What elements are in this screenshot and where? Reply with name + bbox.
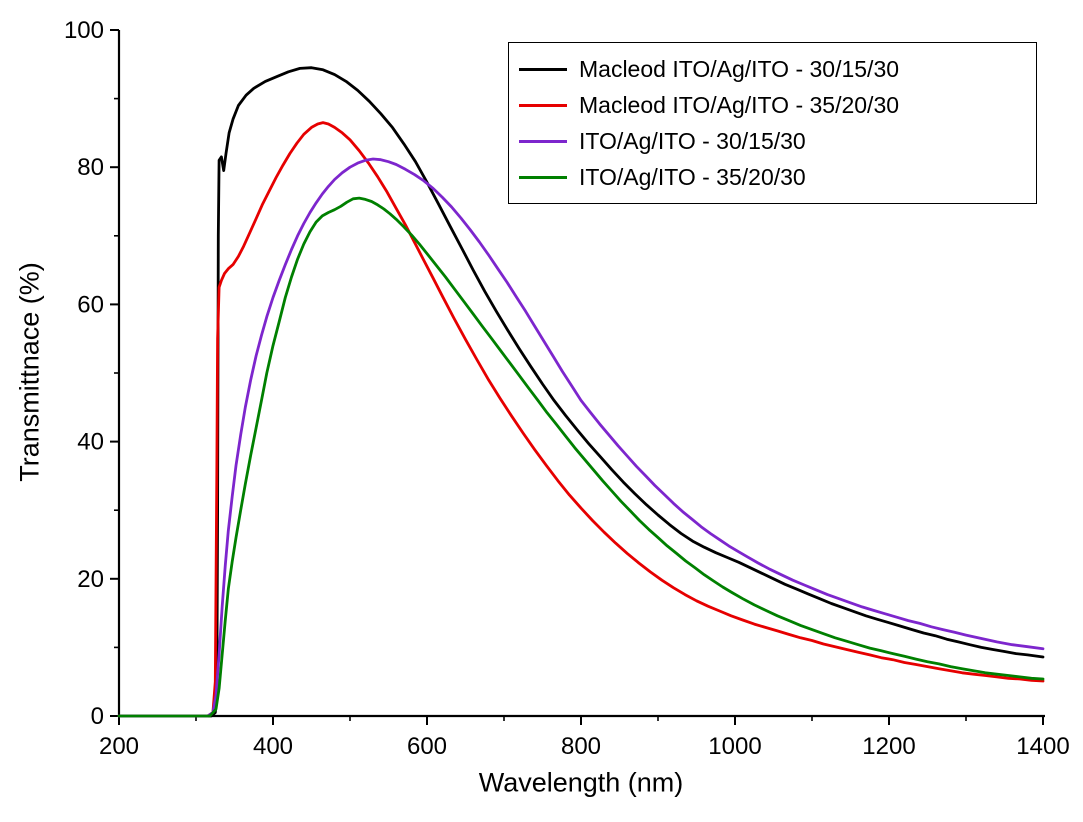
legend-item: ITO/Ag/ITO - 35/20/30 (519, 159, 1026, 195)
x-tick-label: 600 (407, 733, 447, 760)
legend-label: Macleod ITO/Ag/ITO - 30/15/30 (579, 55, 900, 82)
legend-label: ITO/Ag/ITO - 35/20/30 (579, 163, 806, 190)
x-tick-label: 1400 (1016, 733, 1069, 760)
series-line-2 (117, 157, 1045, 718)
legend-swatch-line (519, 67, 567, 71)
legend-item: ITO/Ag/ITO - 30/15/30 (519, 123, 1026, 159)
series-line-0 (117, 66, 1045, 718)
y-tick-label: 20 (77, 566, 104, 593)
x-tick-label: 1200 (862, 733, 915, 760)
legend-label: Macleod ITO/Ag/ITO - 35/20/30 (579, 91, 900, 118)
legend-swatch-line (519, 103, 567, 107)
x-tick-label: 400 (253, 733, 293, 760)
y-tick-label: 40 (77, 429, 104, 456)
y-tick-label: 100 (64, 17, 104, 44)
legend-swatch-line (519, 175, 567, 179)
y-tick-label: 0 (91, 703, 104, 730)
x-tick-label: 800 (561, 733, 601, 760)
legend-label: ITO/Ag/ITO - 30/15/30 (579, 127, 806, 154)
legend-item: Macleod ITO/Ag/ITO - 30/15/30 (519, 51, 1026, 87)
series-line-3 (117, 196, 1045, 718)
x-axis-title: Wavelength (nm) (478, 767, 684, 798)
x-tick-label: 200 (99, 733, 139, 760)
legend-swatch-line (519, 139, 567, 143)
series-line-1 (117, 121, 1045, 718)
x-tick-label: 1000 (708, 733, 761, 760)
legend-item: Macleod ITO/Ag/ITO - 35/20/30 (519, 87, 1026, 123)
y-axis-title: Transmittnace (%) (14, 262, 45, 482)
y-tick-label: 80 (77, 154, 104, 181)
y-tick-label: 60 (77, 291, 104, 318)
legend: Macleod ITO/Ag/ITO - 30/15/30 Macleod IT… (508, 42, 1037, 204)
